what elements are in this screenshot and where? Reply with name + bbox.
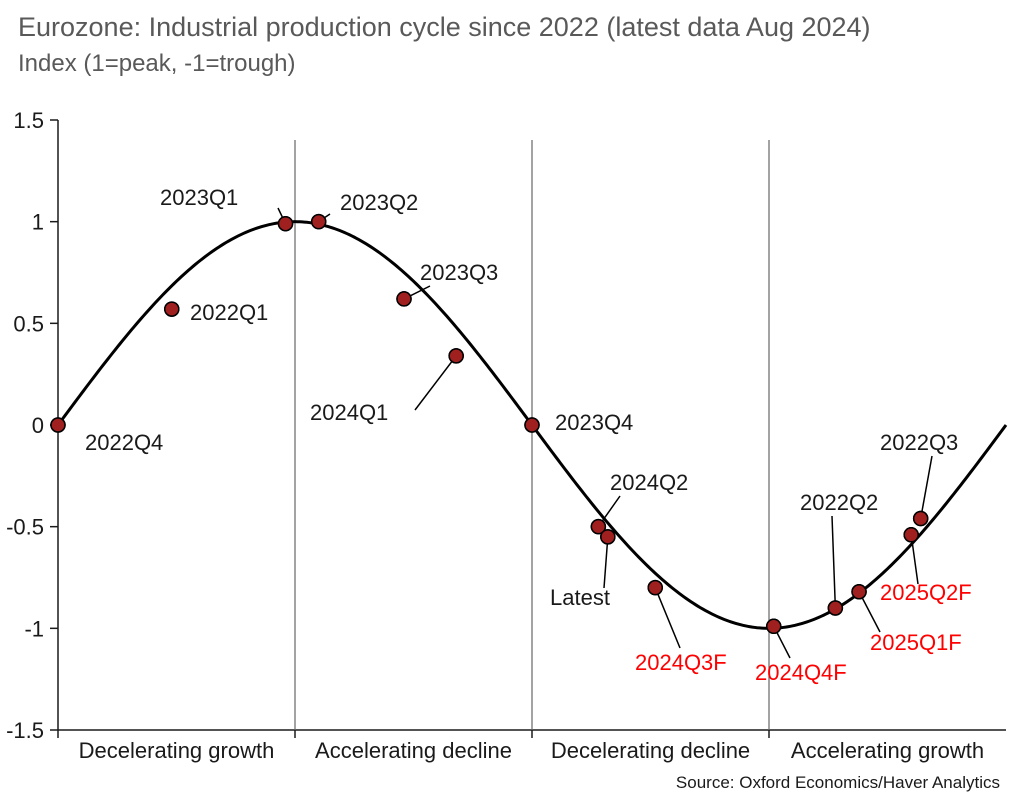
ytick-label: -1.5 xyxy=(6,718,44,743)
data-marker xyxy=(648,581,662,595)
ytick-label: -1 xyxy=(24,616,44,641)
data-marker xyxy=(449,349,463,363)
data-label: 2024Q2 xyxy=(610,470,688,495)
data-label: 2024Q3F xyxy=(635,650,727,675)
data-marker xyxy=(397,292,411,306)
data-marker xyxy=(312,215,326,229)
ytick-label: -0.5 xyxy=(6,515,44,540)
data-label: 2024Q1 xyxy=(310,400,388,425)
data-marker xyxy=(279,217,293,231)
data-label: 2022Q1 xyxy=(190,300,268,325)
data-marker xyxy=(165,302,179,316)
data-marker xyxy=(828,601,842,615)
phase-label: Accelerating growth xyxy=(791,738,984,763)
data-label: 2023Q1 xyxy=(160,185,238,210)
chart-svg: -1.5 -1 -0.5 0 0.5 1 1.5 Decelerating growth Acc… xyxy=(0,0,1024,801)
data-label: 2022Q2 xyxy=(800,490,878,515)
leader-line xyxy=(832,516,835,608)
phase-label: Decelerating growth xyxy=(79,738,275,763)
leader-line xyxy=(655,588,680,648)
leader-line xyxy=(415,356,456,410)
data-label: 2024Q4F xyxy=(755,660,847,685)
data-label: 2022Q3 xyxy=(880,430,958,455)
leader-line xyxy=(921,456,932,519)
data-marker xyxy=(852,585,866,599)
chart-source: Source: Oxford Economics/Haver Analytics xyxy=(676,773,1000,793)
phase-label: Decelerating decline xyxy=(551,738,750,763)
data-label: 2023Q3 xyxy=(420,260,498,285)
ytick-label: 0.5 xyxy=(13,311,44,336)
data-label: 2025Q1F xyxy=(870,630,962,655)
ytick-label: 0 xyxy=(32,413,44,438)
data-marker xyxy=(51,418,65,432)
data-marker xyxy=(601,530,615,544)
phase-label: Accelerating decline xyxy=(315,738,512,763)
data-marker xyxy=(914,512,928,526)
data-label: 2022Q4 xyxy=(85,430,163,455)
data-label: 2025Q2F xyxy=(880,580,972,605)
ytick-label: 1 xyxy=(32,210,44,235)
data-label: 2023Q4 xyxy=(555,410,633,435)
data-label: Latest xyxy=(550,585,610,610)
data-label: 2023Q2 xyxy=(340,190,418,215)
data-marker xyxy=(767,619,781,633)
chart-container: Eurozone: Industrial production cycle si… xyxy=(0,0,1024,801)
ytick-label: 1.5 xyxy=(13,108,44,133)
data-marker xyxy=(525,418,539,432)
data-marker xyxy=(904,528,918,542)
